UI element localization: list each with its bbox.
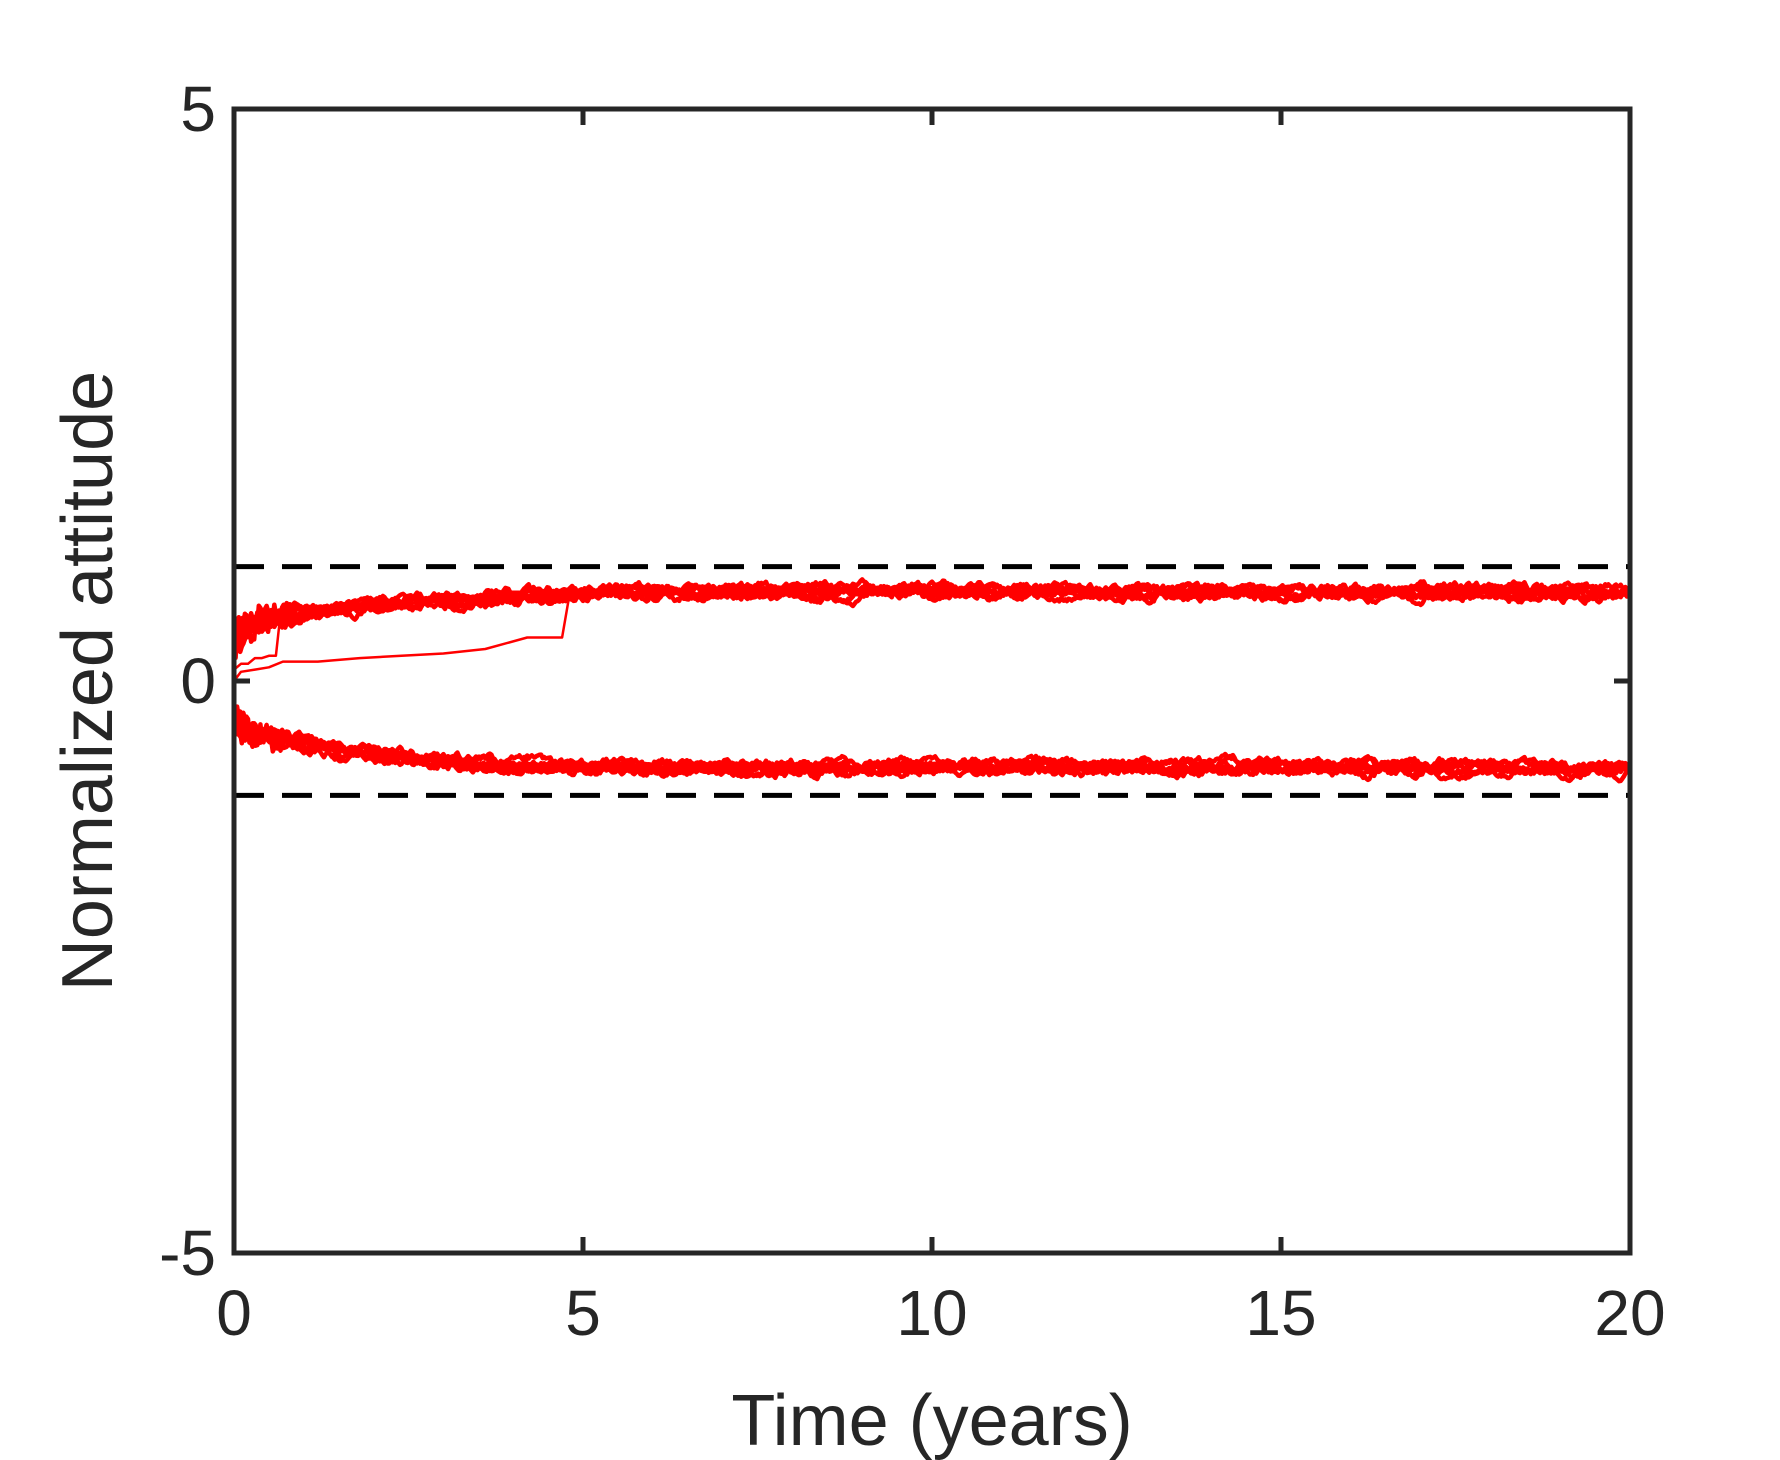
lower-trajectory	[234, 704, 1630, 774]
late-trajectory	[234, 591, 585, 683]
y-axis-label: Normalized attitude	[48, 371, 128, 991]
x-tick-label: 15	[1245, 1277, 1316, 1349]
late-trajectory	[234, 590, 599, 671]
upper-trajectory	[234, 577, 1630, 652]
x-tick-label: 10	[896, 1277, 967, 1349]
x-tick-label: 0	[216, 1277, 252, 1349]
axis-ticks	[231, 106, 1633, 1256]
x-axis-label: Time (years)	[731, 1381, 1132, 1460]
plot-frame	[231, 106, 1633, 1256]
y-tick-labels: -5 0 5	[159, 73, 216, 1289]
y-tick-label: 0	[180, 645, 216, 717]
reference-lines	[234, 564, 1630, 798]
x-tick-label: 5	[565, 1277, 601, 1349]
y-tick-label: 5	[180, 73, 216, 145]
y-tick-label: -5	[159, 1217, 216, 1289]
x-tick-label: 20	[1594, 1277, 1665, 1349]
lower-trajectory	[234, 704, 1630, 776]
trajectory-bands	[234, 577, 1630, 784]
x-tick-labels: 0 5 10 15 20	[216, 1277, 1665, 1349]
